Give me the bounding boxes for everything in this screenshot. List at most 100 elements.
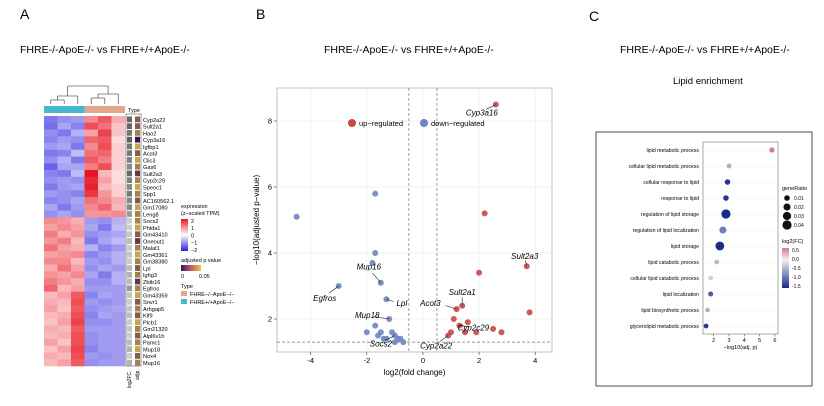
adjp-cell [135, 298, 140, 305]
log2fc-cell [127, 251, 132, 258]
go-term-dot [708, 275, 714, 281]
heatmap-cell [71, 230, 85, 238]
volcano-ylabel: −log10(adjusted p−value) [252, 175, 261, 266]
heatmap-cell [98, 338, 112, 347]
adjp-axis-label: adjp [135, 370, 141, 380]
heatmap-cell [57, 264, 72, 272]
heatmap-cell [44, 136, 58, 144]
gene-label: Gm38380 [143, 260, 168, 266]
go-term-dot [715, 241, 725, 251]
type-annotation-cell [44, 106, 58, 113]
heatmap-cell [84, 264, 99, 272]
volcano-gene-label: Socs2 [370, 340, 393, 349]
log2fc-cell [127, 339, 132, 346]
gene-label: Ighg3 [143, 273, 157, 279]
heatmap-cell [98, 230, 112, 238]
panel-b-letter: B [256, 6, 266, 22]
heatmap-cell [71, 244, 85, 252]
type-legend-title: Type [181, 284, 193, 290]
expression-legend-title: (z−scaled TPM) [181, 211, 220, 217]
panel-b-title: FHRE-/-ApoE-/- vs FHRE+/+ApoE-/- [324, 44, 494, 56]
volcano-label-leader [439, 335, 449, 342]
adjp-cell [135, 184, 140, 190]
log2fc-colorbar [782, 248, 789, 288]
heatmap-cell [44, 163, 58, 171]
log2fc-cell [127, 298, 132, 305]
heatmap-cell [111, 352, 126, 360]
heatmap-cell [98, 244, 112, 252]
expression-tick: −1 [191, 241, 197, 247]
gene-label: Gm43410 [143, 233, 168, 239]
adjp-cell [135, 211, 140, 217]
heatmap-cell [111, 291, 126, 299]
heatmap-cell [98, 237, 112, 245]
down-regulated-point [293, 213, 300, 220]
go-xtick-label: 5 [758, 338, 761, 344]
up-regulated-point [459, 302, 466, 309]
panel-a-title: FHRE-/-ApoE-/- vs FHRE+/+ApoE-/- [20, 44, 190, 56]
heatmap-cell [98, 197, 112, 205]
heatmap-cell [71, 359, 85, 367]
adjp-cell [135, 231, 140, 238]
generatio-legend-label: 0.03 [794, 214, 804, 220]
gene-label: Sult2a1 [143, 125, 162, 131]
heatmap-cell [111, 136, 126, 144]
heatmap-cell [84, 278, 99, 286]
heatmap-cell [111, 197, 126, 205]
heatmap-cell [44, 352, 58, 360]
heatmap-cell [84, 345, 99, 353]
heatmap-cell [111, 318, 126, 326]
down-regulated-point [400, 339, 407, 346]
panel-a-letter: A [20, 6, 30, 22]
heatmap-cell [71, 251, 85, 259]
heatmap-cell [111, 237, 126, 245]
heatmap-cell [44, 338, 58, 347]
adjp-cell [135, 150, 140, 157]
log2fc-cell [127, 305, 132, 312]
adjp-cell [135, 278, 140, 285]
type-legend-swatch [181, 299, 187, 304]
type-annotation-cell [98, 106, 112, 113]
heatmap-cell [111, 305, 126, 313]
heatmap-cell [84, 163, 99, 171]
heatmap-cell [111, 203, 126, 211]
heatmap-cell [71, 345, 85, 353]
down-regulated-point [375, 332, 382, 339]
gene-label: Phlda1 [143, 226, 160, 232]
log2fc-cell [127, 123, 132, 130]
go-plot-area [702, 141, 779, 335]
volcano-label-leader [459, 325, 470, 328]
heatmap-cell [84, 116, 99, 124]
gene-label: Gm17080 [143, 206, 168, 212]
up-regulated-point [462, 329, 469, 336]
down-regulated-point [391, 339, 398, 346]
down-regulated-point [397, 335, 404, 342]
heatmap-cell [84, 332, 99, 340]
volcano-gene-label: Acot3 [419, 299, 441, 308]
heatmap-cell [111, 143, 126, 151]
volcano-gene-label: Cyp3a16 [466, 109, 499, 118]
heatmap-cell [44, 176, 58, 184]
up-regulated-point [453, 306, 460, 313]
down-regulated-point [363, 329, 370, 336]
heatmap-cell [57, 197, 72, 205]
log2fc-cell [127, 130, 132, 136]
heatmap-cell [98, 183, 112, 191]
panel-c-subtitle: Lipid enrichment [673, 76, 743, 87]
heatmap-cell [71, 190, 85, 198]
heatmap-cell [84, 224, 99, 232]
adjp-cell [135, 170, 140, 177]
log2fc-cell [127, 231, 132, 238]
log2fc-cell [127, 319, 132, 325]
log2fc-cell [127, 244, 132, 251]
down-regulated-point [394, 335, 401, 342]
heatmap-cell [111, 149, 126, 157]
heatmap-cell [71, 298, 85, 306]
adjp-cell [135, 346, 140, 352]
heatmap-cell [71, 116, 85, 124]
heatmap-cell [71, 264, 85, 272]
type-annotation-cell [71, 106, 85, 113]
heatmap-cell [111, 338, 126, 347]
up-regulated-point [476, 269, 483, 276]
heatmap-cell [98, 251, 112, 259]
